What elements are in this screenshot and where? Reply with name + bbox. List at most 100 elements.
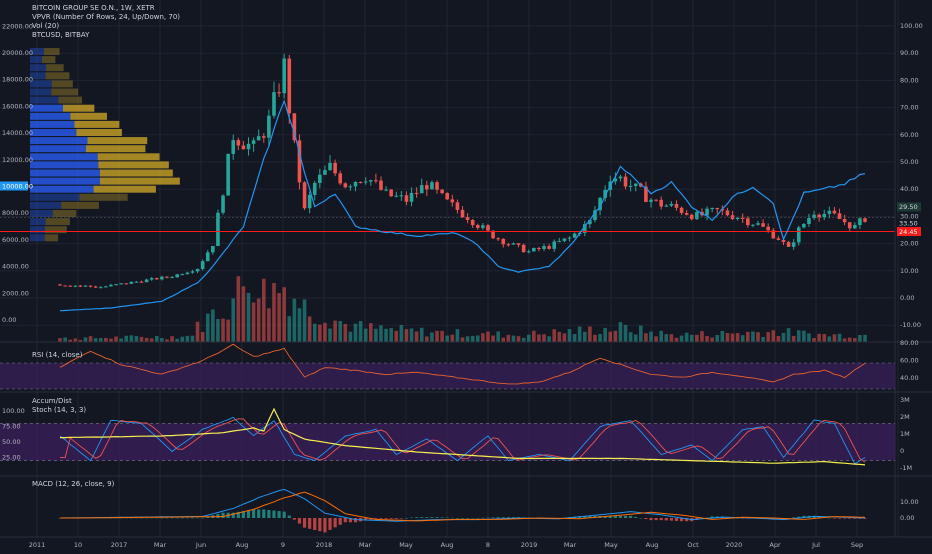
volume-bar bbox=[577, 326, 582, 342]
legend-stoch[interactable]: Stoch (14, 3, 3) bbox=[32, 406, 87, 414]
volume-bar bbox=[537, 334, 541, 342]
macd-histogram-bar bbox=[374, 518, 378, 519]
volume-bar bbox=[679, 335, 684, 342]
macd-histogram-bar bbox=[674, 518, 679, 521]
right-price-tick: 80.00 bbox=[900, 76, 919, 84]
legend-vpvr[interactable]: VPVR (Number Of Rows, 24, Up/Down, 70) bbox=[32, 13, 181, 21]
volume-bar bbox=[460, 337, 465, 342]
volume-bar bbox=[740, 335, 745, 342]
volume-bar bbox=[735, 333, 740, 342]
volume-bar bbox=[491, 335, 495, 342]
macd-histogram-bar bbox=[216, 513, 220, 518]
right-price-tick: 0.00 bbox=[900, 294, 914, 302]
candle-down bbox=[674, 203, 679, 208]
candle-up bbox=[567, 237, 572, 239]
macd-histogram-bar bbox=[654, 518, 658, 521]
time-tick: 8 bbox=[486, 541, 490, 549]
legend-btc[interactable]: BTCUSD, BITBAY bbox=[32, 31, 90, 39]
candle-down bbox=[261, 136, 266, 138]
volume-bar bbox=[83, 337, 88, 342]
left-price-tick: 8000.00 bbox=[2, 209, 29, 217]
volume-bar bbox=[78, 339, 83, 342]
candle-up bbox=[119, 283, 123, 285]
candle-up bbox=[481, 225, 485, 228]
volume-bar bbox=[358, 321, 363, 342]
candle-down bbox=[486, 225, 490, 231]
vpvr-up-bar bbox=[30, 234, 45, 242]
candle-up bbox=[160, 276, 164, 280]
volume-bar bbox=[149, 338, 154, 342]
legend-vol[interactable]: Vol (20) bbox=[32, 22, 60, 30]
right-price-tick: 30.00 bbox=[900, 212, 919, 220]
macd-histogram-bar bbox=[802, 515, 806, 518]
stoch-right-tick: 1M bbox=[900, 430, 910, 438]
vpvr-down-bar bbox=[93, 185, 156, 193]
volume-bar bbox=[200, 332, 205, 342]
volume-bar bbox=[720, 330, 725, 342]
macd-histogram-bar bbox=[623, 515, 628, 518]
time-tick: Oct bbox=[687, 541, 699, 549]
candle-down bbox=[435, 182, 439, 190]
volume-bar bbox=[812, 338, 816, 342]
volume-bar bbox=[837, 333, 842, 342]
candle-up bbox=[221, 195, 225, 213]
candle-up bbox=[526, 251, 531, 253]
legend-accum[interactable]: Accum/Dist bbox=[32, 397, 72, 405]
macd-histogram-bar bbox=[848, 518, 852, 519]
vpvr-up-bar bbox=[30, 56, 42, 64]
volume-bar bbox=[496, 331, 500, 342]
volume-bar bbox=[822, 334, 827, 342]
macd-tick: 10.00 bbox=[900, 498, 919, 506]
candle-down bbox=[124, 283, 129, 285]
volume-bar bbox=[475, 335, 480, 342]
candle-up bbox=[272, 92, 276, 116]
stoch-left-tick: 50.00 bbox=[2, 438, 21, 446]
vpvr-up-bar bbox=[30, 72, 46, 80]
accum-dist-line bbox=[60, 407, 866, 466]
vpvr-up-bar bbox=[30, 161, 99, 169]
volume-bar bbox=[613, 330, 618, 342]
vpvr-up-bar bbox=[30, 201, 62, 209]
legend-title[interactable]: BITCOIN GROUP SE O.N., 1W, XETR bbox=[32, 4, 155, 12]
volume-bar bbox=[684, 332, 689, 342]
legend-rsi[interactable]: RSI (14, close) bbox=[32, 351, 83, 359]
macd-histogram-bar bbox=[124, 517, 128, 519]
candle-down bbox=[837, 213, 842, 220]
candle-down bbox=[766, 226, 770, 231]
macd-histogram-bar bbox=[338, 518, 342, 525]
time-tick: May bbox=[399, 541, 413, 549]
macd-histogram-bar bbox=[246, 510, 251, 518]
volume-bar bbox=[827, 336, 832, 342]
candle-up bbox=[185, 272, 190, 275]
volume-bar bbox=[455, 329, 460, 342]
volume-bar bbox=[170, 336, 174, 342]
macd-histogram-bar bbox=[506, 517, 510, 518]
volume-bar bbox=[547, 336, 551, 342]
candle-down bbox=[63, 285, 67, 287]
macd-histogram-bar bbox=[491, 517, 495, 518]
last-price-label: 29.50 bbox=[899, 203, 918, 211]
macd-histogram-bar bbox=[853, 518, 857, 519]
candle-up bbox=[603, 189, 607, 198]
legend-macd[interactable]: MACD (12, 26, close, 9) bbox=[32, 480, 115, 488]
hline-price-label-bg bbox=[897, 226, 921, 236]
macd-signal-line bbox=[60, 491, 866, 522]
candle-up bbox=[211, 245, 215, 253]
candle-down bbox=[165, 276, 169, 278]
candle-up bbox=[318, 174, 322, 183]
candle-up bbox=[827, 210, 832, 214]
right-price-tick: -10.00 bbox=[900, 321, 921, 329]
candle-up bbox=[190, 271, 195, 273]
volume-bar bbox=[216, 319, 220, 342]
candle-up bbox=[149, 278, 154, 280]
candle-up bbox=[170, 277, 174, 279]
hline-price-label: 24.45 bbox=[899, 228, 918, 236]
volume-bar bbox=[231, 298, 236, 342]
macd-histogram-bar bbox=[277, 511, 281, 518]
stoch-right-tick: 3M bbox=[900, 396, 910, 404]
macd-histogram-bar bbox=[201, 517, 205, 519]
time-tick: 2019 bbox=[521, 541, 538, 549]
volume-bar bbox=[384, 328, 388, 342]
